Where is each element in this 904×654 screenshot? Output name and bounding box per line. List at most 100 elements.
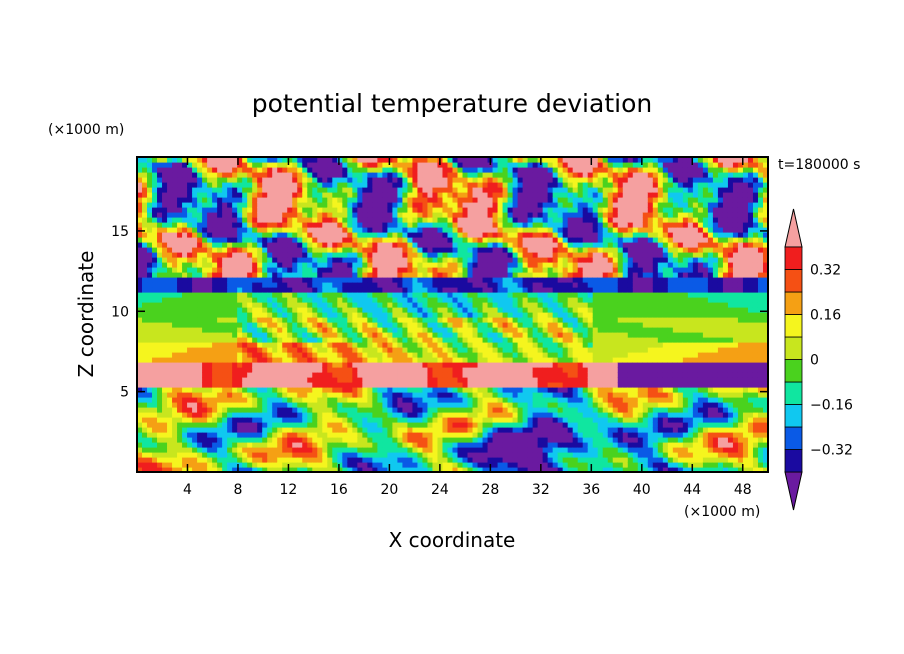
heatmap-cell (392, 342, 399, 348)
heatmap-cell (452, 247, 459, 253)
heatmap-cell (407, 392, 414, 398)
heatmap-cell (507, 257, 514, 263)
heatmap-cell (462, 287, 469, 293)
heatmap-cell (157, 272, 163, 278)
heatmap-cell (272, 437, 278, 443)
heatmap-cell (287, 287, 293, 293)
heatmap-cell (307, 222, 313, 228)
heatmap-cell (512, 202, 519, 208)
heatmap-cell (467, 197, 474, 203)
heatmap-cell (417, 272, 424, 278)
heatmap-cell (512, 397, 519, 403)
heatmap-cell (522, 397, 529, 403)
heatmap-cell (387, 292, 394, 298)
heatmap-cell (282, 422, 288, 428)
heatmap-cell (367, 302, 373, 308)
heatmap-cell (292, 222, 298, 228)
heatmap-cell (292, 297, 298, 303)
heatmap-cell (507, 247, 514, 253)
heatmap-cell (187, 222, 193, 228)
heatmap-cell (322, 422, 328, 428)
heatmap-cell (332, 187, 338, 193)
heatmap-cell (522, 202, 529, 208)
heatmap-cell (447, 207, 454, 213)
heatmap-cell (487, 287, 494, 293)
heatmap-cell (142, 172, 148, 178)
heatmap-cell (442, 247, 449, 253)
heatmap-cell (172, 317, 178, 323)
heatmap-cell (527, 167, 534, 173)
heatmap-cell (212, 297, 218, 303)
heatmap-cell (272, 227, 278, 233)
heatmap-cell (182, 307, 188, 313)
heatmap-cell (167, 307, 173, 313)
heatmap-cell (322, 402, 328, 408)
heatmap-cell (352, 397, 358, 403)
heatmap-cell (267, 402, 273, 408)
heatmap-cell (207, 412, 213, 418)
heatmap-cell (437, 172, 444, 178)
heatmap-cell (387, 267, 394, 273)
heatmap-cell (272, 312, 278, 318)
heatmap-cell (287, 427, 293, 433)
heatmap-cell (347, 262, 353, 268)
heatmap-cell (282, 417, 288, 423)
heatmap-cell (407, 397, 414, 403)
heatmap-cell (517, 317, 524, 323)
heatmap-cell (177, 232, 183, 238)
heatmap-cell (137, 392, 143, 398)
heatmap-cell (527, 387, 534, 393)
heatmap-cell (532, 417, 539, 423)
heatmap-cell (477, 162, 484, 168)
heatmap-cell (502, 417, 509, 423)
heatmap-cell (252, 217, 258, 223)
heatmap-cell (252, 327, 258, 333)
heatmap-cell (372, 307, 378, 313)
heatmap-cell (407, 292, 414, 298)
heatmap-cell (482, 257, 489, 263)
heatmap-cell (512, 267, 519, 273)
heatmap-cell (222, 422, 228, 428)
heatmap-cell (432, 442, 439, 448)
heatmap-cell (507, 352, 514, 358)
heatmap-cell (382, 222, 388, 228)
heatmap-cell (382, 422, 388, 428)
heatmap-cell (507, 192, 514, 198)
heatmap-cell (192, 267, 198, 273)
heatmap-cell (137, 437, 143, 443)
heatmap-cell (397, 427, 404, 433)
heatmap-cell (217, 167, 223, 173)
heatmap-cell (287, 252, 293, 258)
heatmap-cell (242, 312, 248, 318)
heatmap-cell (402, 272, 409, 278)
heatmap-cell (232, 217, 238, 223)
heatmap-cell (512, 402, 519, 408)
heatmap-cell (227, 257, 233, 263)
heatmap-cell (362, 287, 368, 293)
heatmap-cell (142, 252, 148, 258)
heatmap-cell (172, 442, 178, 448)
heatmap-cell (162, 242, 168, 248)
heatmap-cell (417, 347, 424, 353)
heatmap-cell (287, 402, 293, 408)
heatmap-cell (417, 187, 424, 193)
heatmap-cell (207, 352, 213, 358)
heatmap-cell (487, 427, 494, 433)
heatmap-cell (282, 252, 288, 258)
heatmap-cell (157, 322, 163, 328)
heatmap-cell (507, 182, 514, 188)
heatmap-cell (382, 232, 388, 238)
heatmap-cell (372, 222, 378, 228)
heatmap-cell (487, 347, 494, 353)
heatmap-cell (447, 422, 454, 428)
heatmap-cell (347, 357, 353, 363)
heatmap-cell (447, 417, 454, 423)
heatmap-cell (282, 312, 288, 318)
heatmap-cell (257, 397, 263, 403)
heatmap-cell (237, 232, 243, 238)
heatmap-cell (267, 457, 273, 463)
heatmap-cell (352, 237, 358, 243)
heatmap-cell (492, 262, 499, 268)
heatmap-cell (222, 162, 228, 168)
heatmap-cell (337, 162, 343, 168)
